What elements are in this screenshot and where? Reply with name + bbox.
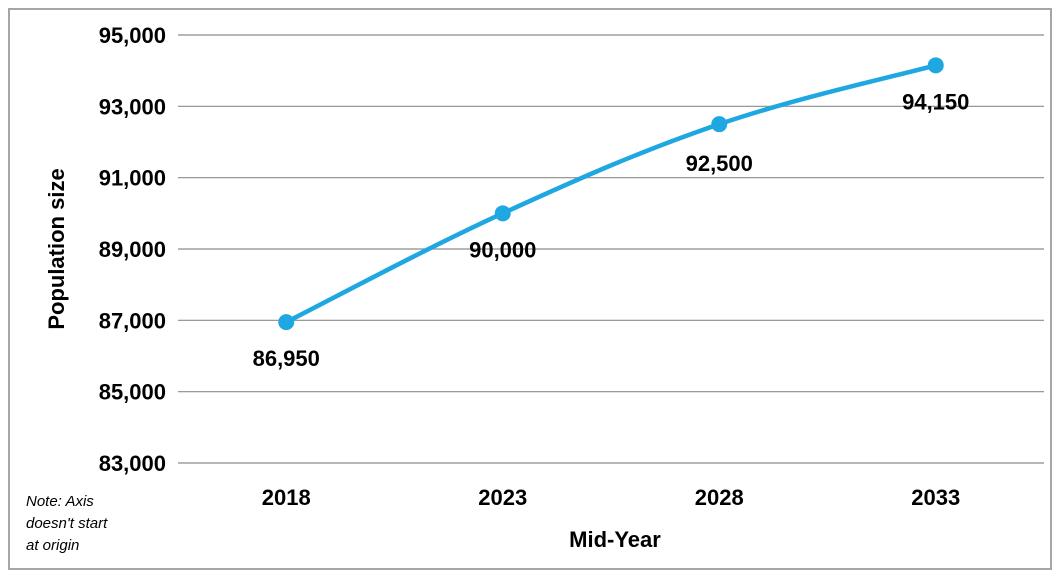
y-tick-label: 93,000 <box>99 94 166 119</box>
data-label: 94,150 <box>902 89 969 114</box>
data-point <box>278 314 295 331</box>
y-axis-ticks: 83,000 85,000 87,000 89,000 91,000 93,000 95,0… <box>99 23 166 476</box>
x-axis-title: Mid-Year <box>569 527 661 552</box>
x-axis-ticks: 2018 2023 2028 2033 <box>262 485 960 510</box>
chart-frame <box>8 8 1052 570</box>
data-labels: 86,950 90,000 92,500 94,150 <box>253 89 970 371</box>
data-label: 90,000 <box>469 237 536 262</box>
axis-note: Note: Axis doesn't start at origin <box>26 491 166 557</box>
data-label: 86,950 <box>253 346 320 371</box>
y-tick-label: 85,000 <box>99 380 166 405</box>
x-tick-label: 2033 <box>911 485 960 510</box>
series-line <box>284 63 938 325</box>
x-tick-label: 2023 <box>478 485 527 510</box>
y-tick-label: 95,000 <box>99 23 166 48</box>
data-point <box>494 205 511 222</box>
axis-note-line: at origin <box>26 537 80 554</box>
x-tick-label: 2018 <box>262 485 311 510</box>
data-label: 92,500 <box>686 151 753 176</box>
data-point <box>927 57 944 74</box>
y-tick-label: 87,000 <box>99 308 166 333</box>
y-tick-label: 91,000 <box>99 166 166 191</box>
x-tick-label: 2028 <box>695 485 744 510</box>
axis-note-line: doesn't start <box>26 515 108 532</box>
series <box>278 57 944 331</box>
y-axis-title: Population size <box>44 168 69 329</box>
gridlines <box>178 34 1044 464</box>
y-tick-label: 83,000 <box>99 451 166 476</box>
y-tick-label: 89,000 <box>99 237 166 262</box>
axis-note-line: Note: Axis <box>26 493 94 510</box>
data-point <box>711 116 728 133</box>
